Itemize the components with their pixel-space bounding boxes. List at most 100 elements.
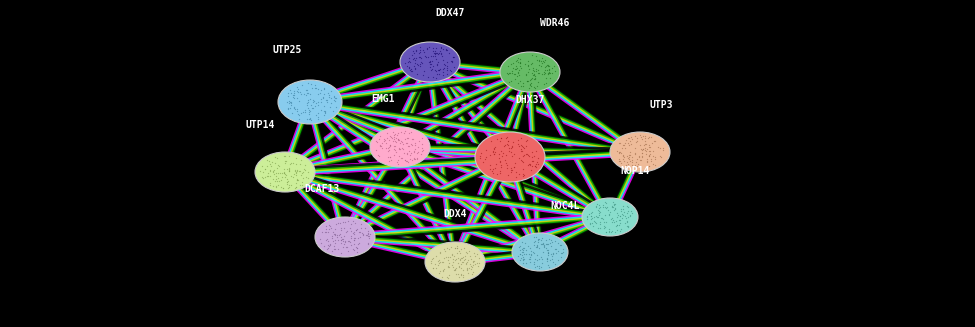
Point: [428, 253, 444, 258]
Point: [410, 144, 426, 149]
Point: [424, 61, 440, 66]
Point: [516, 152, 531, 157]
Point: [638, 141, 653, 146]
Point: [449, 243, 465, 249]
Point: [285, 95, 300, 100]
Point: [327, 93, 342, 98]
Point: [343, 229, 359, 234]
Point: [349, 246, 365, 251]
Point: [526, 242, 542, 247]
Point: [453, 266, 469, 271]
Point: [401, 60, 416, 65]
Ellipse shape: [278, 80, 342, 124]
Point: [527, 244, 543, 250]
Point: [516, 245, 531, 250]
Point: [327, 247, 342, 252]
Point: [382, 155, 398, 160]
Point: [513, 83, 528, 89]
Point: [299, 88, 315, 93]
Point: [283, 161, 298, 166]
Point: [277, 171, 292, 176]
Point: [520, 137, 535, 143]
Point: [611, 217, 627, 222]
Point: [583, 216, 599, 221]
Point: [620, 224, 636, 229]
Point: [326, 95, 341, 100]
Point: [324, 225, 339, 231]
Point: [526, 249, 541, 254]
Point: [493, 148, 509, 153]
Point: [439, 63, 454, 69]
Point: [423, 260, 439, 266]
Point: [432, 66, 448, 71]
Point: [397, 157, 412, 163]
Point: [622, 212, 638, 217]
Point: [283, 99, 298, 104]
Point: [445, 262, 460, 267]
Point: [616, 142, 632, 147]
Point: [321, 223, 336, 228]
Point: [281, 184, 296, 190]
Point: [454, 255, 470, 261]
Point: [525, 60, 540, 65]
Point: [511, 156, 526, 161]
Point: [552, 242, 567, 248]
Point: [349, 249, 365, 254]
Point: [425, 75, 441, 80]
Point: [362, 231, 377, 236]
Point: [536, 69, 552, 74]
Point: [639, 146, 654, 151]
Point: [512, 251, 527, 256]
Point: [594, 215, 609, 221]
Point: [535, 241, 551, 247]
Point: [538, 76, 554, 81]
Point: [437, 247, 452, 252]
Point: [540, 253, 556, 258]
Point: [316, 95, 332, 100]
Point: [328, 95, 343, 100]
Point: [460, 257, 476, 262]
Point: [646, 157, 662, 162]
Point: [548, 250, 564, 256]
Point: [482, 166, 497, 172]
Point: [518, 139, 533, 144]
Point: [512, 61, 527, 66]
Point: [291, 178, 306, 183]
Point: [306, 99, 322, 105]
Point: [634, 134, 649, 140]
Point: [398, 158, 413, 164]
Point: [439, 47, 454, 52]
Point: [425, 45, 441, 51]
Point: [297, 163, 313, 168]
Point: [337, 220, 353, 225]
Point: [350, 235, 366, 241]
Point: [326, 230, 341, 235]
Point: [526, 159, 541, 164]
Point: [392, 140, 408, 145]
Point: [587, 219, 603, 224]
Point: [526, 261, 542, 267]
Point: [491, 156, 507, 161]
Point: [321, 226, 336, 232]
Point: [452, 257, 468, 262]
Point: [427, 51, 443, 57]
Point: [536, 72, 552, 77]
Point: [488, 136, 504, 142]
Point: [445, 251, 460, 257]
Point: [386, 147, 402, 152]
Point: [379, 130, 395, 135]
Point: [410, 149, 426, 154]
Point: [516, 166, 531, 171]
Point: [346, 247, 362, 252]
Point: [408, 142, 423, 147]
Point: [611, 156, 627, 161]
Point: [513, 147, 528, 152]
Point: [537, 68, 553, 73]
Point: [417, 53, 433, 59]
Point: [330, 237, 345, 242]
Point: [602, 212, 617, 217]
Point: [624, 157, 640, 162]
Point: [421, 60, 437, 65]
Point: [414, 72, 430, 77]
Ellipse shape: [610, 132, 670, 172]
